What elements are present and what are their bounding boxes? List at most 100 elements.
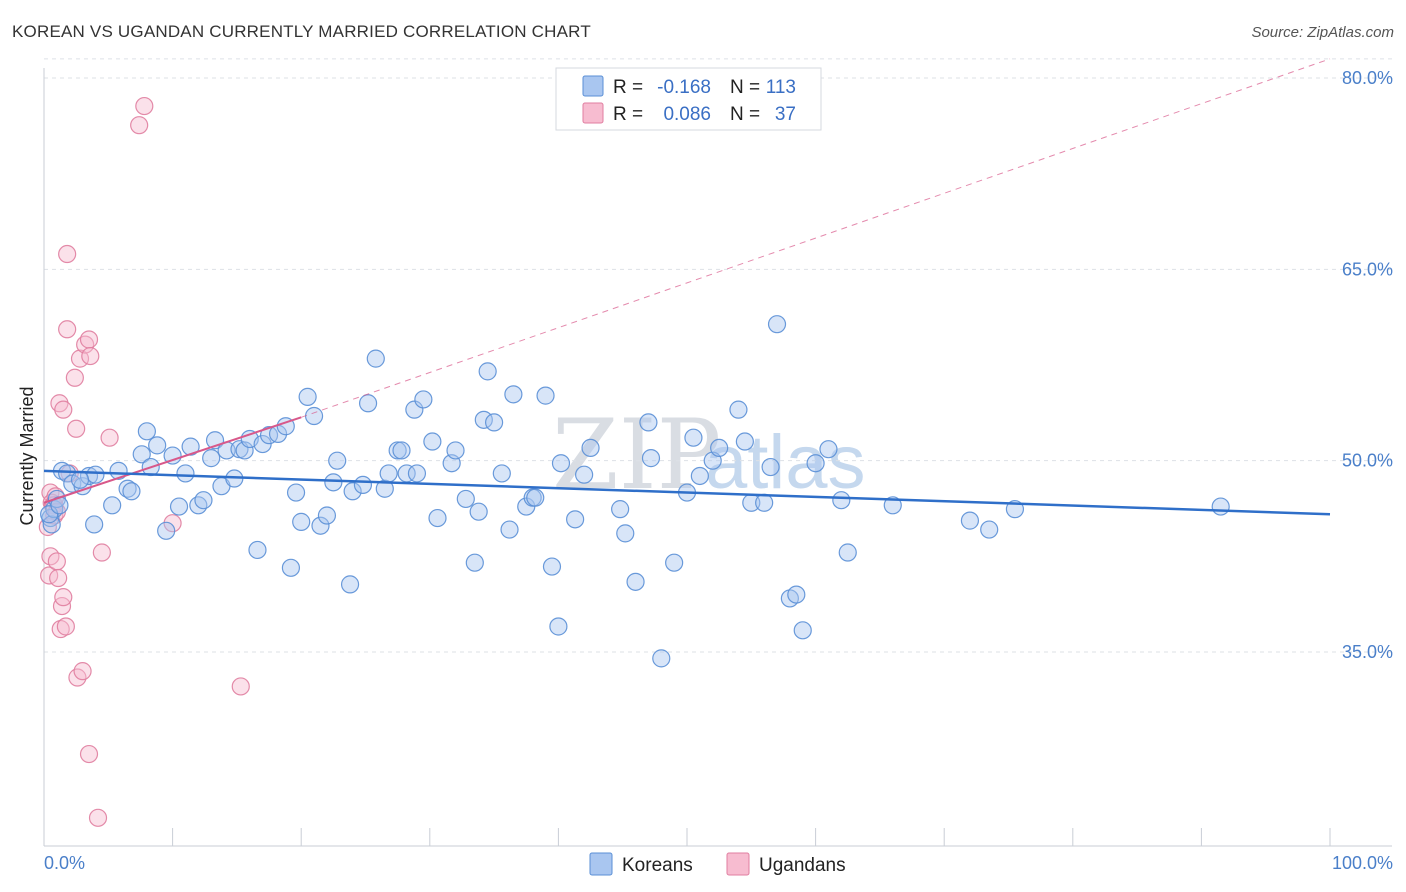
koreans-point-24[interactable]: [189, 496, 208, 515]
koreans-point-18[interactable]: [148, 436, 167, 455]
koreans-point-109[interactable]: [883, 496, 902, 515]
koreans-point-20[interactable]: [163, 446, 182, 465]
koreans-series-label[interactable]: Koreans: [622, 855, 693, 876]
koreans-point-10[interactable]: [85, 515, 104, 534]
koreans-point-51[interactable]: [358, 394, 378, 413]
koreans-point-104[interactable]: [793, 621, 812, 640]
koreans-point-53[interactable]: [375, 479, 394, 498]
koreans-point-97[interactable]: [735, 432, 754, 451]
koreans-point-111[interactable]: [980, 520, 999, 539]
koreans-point-65[interactable]: [456, 489, 475, 509]
ugandans-point-32[interactable]: [135, 96, 154, 116]
koreans-point-34[interactable]: [248, 540, 267, 560]
ugandans-point-31[interactable]: [130, 116, 149, 135]
koreans-point-89[interactable]: [652, 649, 671, 668]
koreans-point-86[interactable]: [626, 572, 645, 591]
koreans-point-32[interactable]: [235, 441, 254, 460]
ugandans-point-29[interactable]: [92, 543, 111, 562]
koreans-point-100[interactable]: [761, 457, 780, 477]
koreans-point-64[interactable]: [446, 441, 465, 460]
koreans-point-26[interactable]: [202, 449, 221, 468]
koreans-point-72[interactable]: [500, 520, 519, 539]
koreans-point-50[interactable]: [353, 475, 373, 495]
koreans-point-14[interactable]: [122, 482, 141, 501]
koreans-point-110[interactable]: [960, 511, 980, 530]
koreans-point-103[interactable]: [787, 585, 806, 604]
koreans-point-71[interactable]: [492, 464, 511, 483]
koreans-point-61[interactable]: [423, 432, 442, 451]
koreans-point-21[interactable]: [169, 497, 189, 516]
ugandans-series-label[interactable]: Ugandans: [759, 855, 846, 876]
ugandans-point-27[interactable]: [79, 744, 99, 764]
koreans-point-56[interactable]: [392, 441, 411, 460]
koreans-point-62[interactable]: [428, 508, 447, 528]
ugandans-point-26[interactable]: [73, 662, 92, 681]
koreans-point-15[interactable]: [132, 445, 151, 464]
ugandans-point-15[interactable]: [54, 400, 73, 419]
koreans-point-116[interactable]: [70, 470, 90, 489]
koreans-point-81[interactable]: [566, 510, 585, 529]
ugandans-point-10[interactable]: [51, 619, 70, 639]
ugandans-point-9[interactable]: [49, 568, 68, 588]
koreans-point-49[interactable]: [340, 575, 360, 594]
koreans-point-35[interactable]: [253, 434, 272, 454]
koreans-point-105[interactable]: [806, 454, 825, 473]
koreans-point-41[interactable]: [292, 512, 311, 531]
koreans-point-58[interactable]: [405, 400, 424, 419]
ugandans-point-20[interactable]: [65, 368, 84, 387]
ugandans-point-17[interactable]: [58, 320, 77, 339]
koreans-point-101[interactable]: [767, 315, 787, 334]
koreans-point-82[interactable]: [575, 465, 594, 484]
koreans-series-swatch[interactable]: [589, 852, 613, 876]
koreans-point-45[interactable]: [317, 506, 337, 525]
koreans-point-43[interactable]: [304, 406, 324, 426]
koreans-point-114[interactable]: [40, 505, 59, 524]
koreans-point-19[interactable]: [157, 521, 176, 540]
koreans-point-67[interactable]: [469, 502, 488, 521]
ugandans-point-13[interactable]: [56, 617, 75, 636]
koreans-point-12[interactable]: [109, 461, 128, 480]
koreans-point-42[interactable]: [298, 387, 317, 406]
koreans-point-11[interactable]: [103, 496, 122, 515]
koreans-point-60[interactable]: [414, 390, 433, 409]
koreans-point-44[interactable]: [311, 516, 330, 535]
koreans-point-39[interactable]: [281, 558, 301, 577]
koreans-point-66[interactable]: [465, 553, 484, 572]
koreans-point-108[interactable]: [838, 543, 857, 562]
koreans-point-77[interactable]: [536, 386, 555, 405]
koreans-point-46[interactable]: [328, 451, 347, 470]
koreans-point-69[interactable]: [478, 362, 497, 381]
koreans-point-88[interactable]: [641, 449, 661, 468]
koreans-point-25[interactable]: [194, 491, 213, 510]
koreans-point-16[interactable]: [137, 422, 156, 441]
koreans-point-23[interactable]: [181, 437, 200, 456]
koreans-point-54[interactable]: [379, 464, 398, 483]
koreans-point-87[interactable]: [639, 413, 658, 432]
koreans-point-107[interactable]: [832, 491, 851, 510]
koreans-point-80[interactable]: [551, 454, 571, 473]
koreans-point-84[interactable]: [611, 500, 630, 519]
koreans-point-83[interactable]: [581, 438, 600, 458]
ugandans-point-23[interactable]: [79, 330, 99, 349]
ugandans-point-19[interactable]: [67, 419, 86, 438]
koreans-point-90[interactable]: [665, 553, 684, 572]
ugandans-point-24[interactable]: [81, 346, 100, 366]
koreans-point-79[interactable]: [549, 617, 568, 636]
ugandans-point-8[interactable]: [47, 552, 66, 571]
koreans-point-93[interactable]: [690, 466, 709, 486]
ugandans-point-34[interactable]: [231, 677, 250, 696]
koreans-point-55[interactable]: [388, 441, 407, 460]
koreans-point-113[interactable]: [1211, 497, 1230, 516]
koreans-point-9[interactable]: [86, 465, 105, 484]
koreans-point-85[interactable]: [616, 524, 635, 543]
ugandans-point-28[interactable]: [88, 808, 108, 827]
koreans-point-48[interactable]: [343, 482, 362, 501]
ugandans-point-16[interactable]: [58, 244, 77, 264]
koreans-point-52[interactable]: [366, 349, 385, 368]
koreans-point-99[interactable]: [755, 493, 774, 512]
koreans-point-40[interactable]: [286, 483, 306, 502]
koreans-point-92[interactable]: [684, 428, 703, 447]
koreans-point-22[interactable]: [176, 464, 195, 483]
koreans-point-76[interactable]: [526, 488, 545, 507]
koreans-point-95[interactable]: [710, 438, 729, 458]
